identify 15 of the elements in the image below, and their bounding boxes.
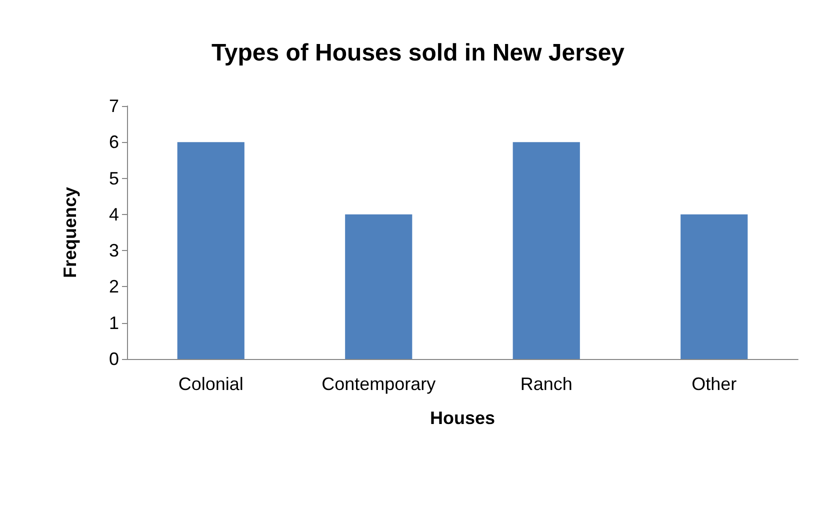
x-tick-label: Other: [692, 374, 737, 394]
x-axis-title: Houses: [430, 408, 496, 428]
y-tick-label: 6: [108, 132, 119, 152]
y-tick-label: 2: [108, 276, 119, 297]
y-tick-label: 7: [108, 96, 119, 116]
x-tick-label: Ranch: [520, 374, 572, 394]
y-tick-label: 4: [108, 204, 119, 224]
x-tick-label: Colonial: [178, 374, 244, 394]
chart-title: Types of Houses sold in New Jersey: [211, 40, 626, 66]
y-tick-label: 3: [108, 240, 119, 261]
y-tick-label: 5: [108, 168, 119, 188]
y-tick-label: 0: [108, 349, 119, 369]
y-axis-title: Frequency: [60, 186, 80, 278]
x-tick-label: Contemporary: [322, 374, 436, 394]
y-tick-label: 1: [108, 312, 119, 333]
